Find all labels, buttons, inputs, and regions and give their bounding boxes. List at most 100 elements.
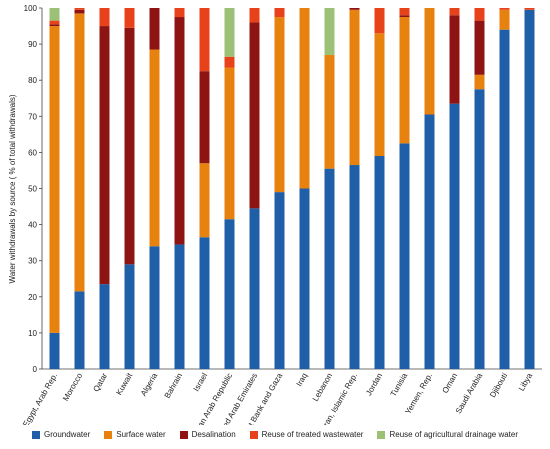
bar-segment-reuse-of-agricultural-drainage-water bbox=[49, 8, 60, 21]
bar-segment-reuse-of-treated-wastewater bbox=[399, 8, 410, 16]
legend-item: Groundwater bbox=[32, 430, 90, 439]
bar-segment-groundwater bbox=[74, 291, 85, 369]
bar-segment-reuse-of-treated-wastewater bbox=[374, 8, 385, 34]
bar-segment-groundwater bbox=[149, 246, 160, 369]
bar-segment-surface-water bbox=[349, 9, 360, 166]
category-label: Djibouti bbox=[488, 371, 509, 399]
bar-segment-desalination bbox=[199, 71, 210, 164]
bar-segment-reuse-of-treated-wastewater bbox=[199, 8, 210, 72]
bar-segment-groundwater bbox=[349, 165, 360, 369]
bar-segment-reuse-of-treated-wastewater bbox=[274, 8, 285, 18]
bar-segment-desalination bbox=[474, 20, 485, 75]
bar-segment-groundwater bbox=[224, 219, 235, 369]
y-tick-label: 20 bbox=[28, 293, 37, 302]
bar-segment-reuse-of-agricultural-drainage-water bbox=[324, 8, 335, 55]
bar-segment-groundwater bbox=[99, 284, 110, 369]
bar-segment-desalination bbox=[49, 24, 60, 27]
y-tick-label: 60 bbox=[28, 148, 37, 157]
legend-swatch bbox=[249, 430, 258, 439]
stacked-bar-chart: 0 10 20 30 40 50 60 70 80 90 100 Egypt, Arab Rep. M… bbox=[8, 4, 542, 425]
bar-segment-reuse-of-treated-wastewater bbox=[474, 8, 485, 21]
bar-segment-reuse-of-treated-wastewater bbox=[124, 8, 135, 28]
bar-segment-desalination bbox=[124, 27, 135, 265]
category-label: Tunisia bbox=[389, 371, 410, 398]
legend-item: Desalination bbox=[179, 430, 236, 439]
bars bbox=[49, 8, 535, 370]
category-label: Egypt, Arab Rep. bbox=[21, 372, 59, 426]
bar-segment-groundwater bbox=[449, 103, 460, 369]
bar-segment-groundwater bbox=[174, 244, 185, 369]
bar-segment-groundwater bbox=[199, 237, 210, 369]
legend-item: Reuse of treated wastewater bbox=[249, 430, 363, 439]
category-label: Algeria bbox=[139, 371, 160, 398]
y-tick-label: 0 bbox=[33, 365, 38, 374]
bar-segment-reuse-of-treated-wastewater bbox=[224, 56, 235, 68]
category-label: Jordan bbox=[364, 372, 384, 398]
bar-segment-reuse-of-treated-wastewater bbox=[99, 8, 110, 27]
y-axis-label: Water withdrawals by source ( % of total… bbox=[8, 94, 17, 283]
bar-segment-surface-water bbox=[74, 13, 85, 292]
bar-segment-surface-water bbox=[224, 67, 235, 220]
bar-segment-groundwater bbox=[424, 114, 435, 370]
bar-segment-reuse-of-treated-wastewater bbox=[74, 8, 85, 10]
category-label: Saudi Arabia bbox=[454, 371, 485, 415]
bar-segment-desalination bbox=[349, 8, 360, 10]
bar-segment-surface-water bbox=[474, 74, 485, 90]
bar-segment-surface-water bbox=[399, 17, 410, 144]
category-label: Oman bbox=[441, 372, 460, 395]
legend-swatch bbox=[32, 430, 40, 439]
y-tick-label: 100 bbox=[24, 4, 38, 13]
category-label: Morocco bbox=[61, 371, 84, 403]
legend-label: Desalination bbox=[191, 430, 236, 439]
bar-segment-desalination bbox=[174, 17, 185, 245]
category-label: Qatar bbox=[91, 371, 109, 393]
bar-segment-desalination bbox=[99, 26, 110, 285]
bar-segment-surface-water bbox=[199, 163, 210, 238]
bar-segment-groundwater bbox=[474, 89, 485, 369]
legend-item: Surface water bbox=[104, 430, 166, 439]
y-tick-label: 50 bbox=[28, 185, 37, 194]
bar-segment-surface-water bbox=[49, 26, 60, 333]
bar-segment-reuse-of-treated-wastewater bbox=[249, 8, 260, 23]
y-tick-label: 10 bbox=[28, 329, 37, 338]
category-label: Bahrain bbox=[163, 372, 185, 400]
bar-segment-reuse-of-treated-wastewater bbox=[499, 8, 510, 10]
bar-segment-desalination bbox=[74, 9, 85, 14]
bar-segment-reuse-of-treated-wastewater bbox=[174, 8, 185, 18]
y-tick-label: 90 bbox=[28, 40, 37, 49]
bar-segment-groundwater bbox=[124, 264, 135, 369]
bar-segment-groundwater bbox=[249, 208, 260, 369]
bar-segment-surface-water bbox=[149, 49, 160, 247]
y-tick-label: 80 bbox=[28, 76, 37, 85]
bar-segment-reuse-of-treated-wastewater bbox=[524, 8, 535, 10]
category-label: Iraq bbox=[295, 372, 310, 388]
legend-swatch bbox=[377, 430, 386, 439]
bar-segment-desalination bbox=[249, 22, 260, 209]
legend-swatch bbox=[179, 430, 188, 439]
legend-item: Reuse of agricultural drainage water bbox=[377, 430, 518, 439]
category-labels: Egypt, Arab Rep. Morocco Qatar Kuwait Algeri… bbox=[21, 371, 534, 425]
category-label: Lebanon bbox=[311, 372, 334, 403]
bar-segment-desalination bbox=[399, 15, 410, 18]
category-label: Yemen, Rep. bbox=[403, 372, 434, 416]
bar-segment-groundwater bbox=[524, 9, 535, 370]
bar-segment-groundwater bbox=[374, 156, 385, 369]
category-label: Libya bbox=[517, 371, 535, 393]
bar-segment-groundwater bbox=[399, 143, 410, 369]
bar-segment-groundwater bbox=[299, 188, 310, 369]
legend-label: Groundwater bbox=[44, 430, 91, 439]
bar-segment-desalination bbox=[149, 8, 160, 50]
bar-segment-groundwater bbox=[274, 192, 285, 369]
bar-segment-surface-water bbox=[499, 9, 510, 30]
legend-label: Surface water bbox=[116, 430, 166, 439]
y-tick-label: 70 bbox=[28, 112, 37, 121]
bar-segment-surface-water bbox=[274, 17, 285, 193]
bar-segment-surface-water bbox=[299, 8, 310, 189]
bar-segment-surface-water bbox=[374, 33, 385, 157]
bar-segment-reuse-of-agricultural-drainage-water bbox=[224, 8, 235, 57]
category-label: Israel bbox=[192, 371, 210, 393]
category-label: Kuwait bbox=[114, 371, 134, 397]
legend-swatch bbox=[104, 430, 113, 439]
bar-segment-groundwater bbox=[49, 332, 60, 369]
bar-segment-desalination bbox=[449, 15, 460, 104]
